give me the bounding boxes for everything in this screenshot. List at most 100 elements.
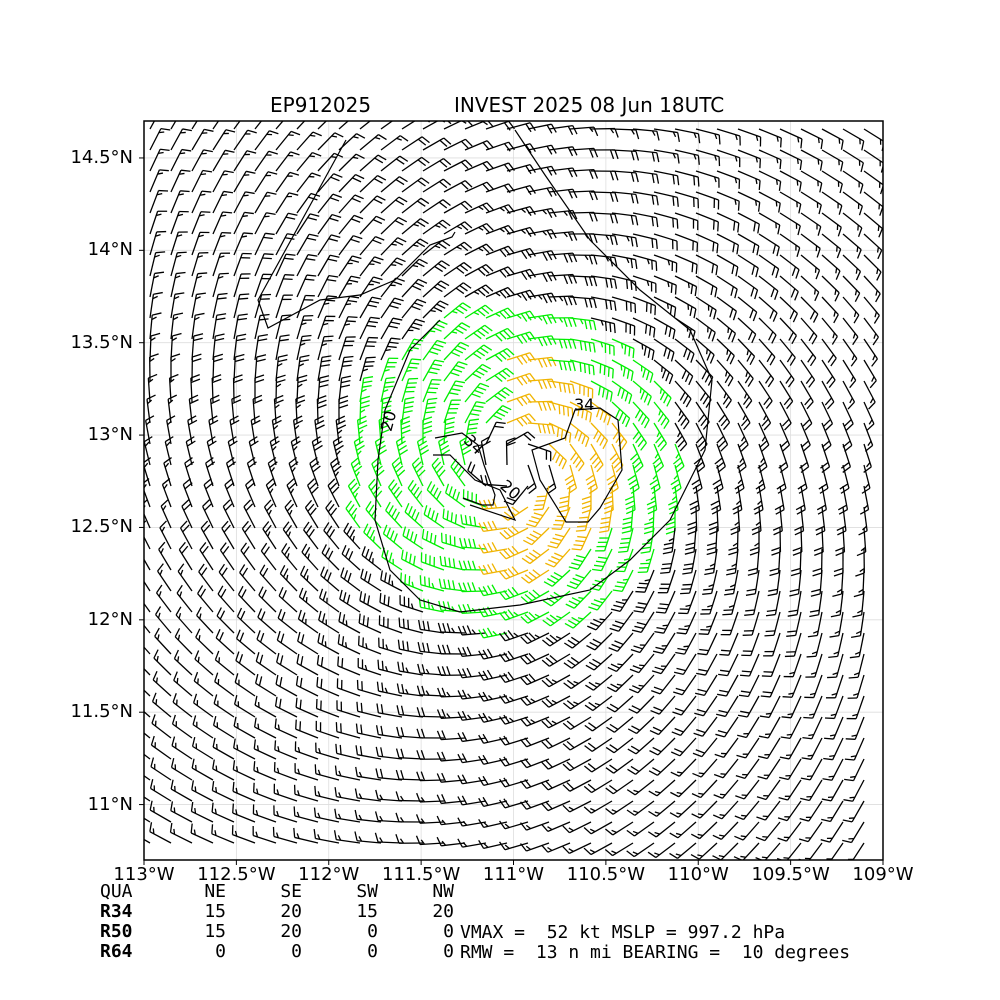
wind-barb [737, 716, 760, 739]
wind-barb [149, 148, 170, 172]
wind-barb [674, 170, 700, 187]
wind-barb [401, 298, 427, 319]
wind-barb [520, 821, 550, 831]
wind-barb [462, 489, 487, 508]
wind-barb [396, 705, 424, 718]
wind-barb [375, 768, 403, 781]
wind-barb [674, 149, 700, 165]
wind-barb [842, 254, 862, 281]
wind-barb [630, 632, 655, 654]
wind-barb [722, 590, 739, 616]
wind-barb [720, 611, 739, 636]
radii-cell: R50 [100, 921, 133, 942]
wind-barb [254, 232, 275, 256]
wind-barb [212, 737, 235, 760]
wind-barb [317, 213, 342, 235]
wind-barb [842, 191, 863, 216]
wind-barb [822, 758, 844, 781]
wind-barb [255, 673, 277, 697]
wind-barb [239, 564, 256, 592]
wind-barb [626, 842, 655, 858]
wind-barb [662, 527, 676, 555]
wind-barb [359, 154, 387, 172]
wind-barb [695, 128, 721, 145]
wind-barb [569, 422, 590, 448]
wind-barb [464, 284, 494, 298]
wind-barb [758, 422, 770, 452]
wind-barb [563, 653, 592, 669]
wind-barb [338, 395, 349, 424]
wind-barb [401, 358, 422, 382]
wind-barb [569, 380, 594, 399]
lat-label: 14°N [87, 239, 133, 261]
wind-barb [627, 737, 655, 755]
storm-title: INVEST 2025 08 Jun 18UTC [454, 93, 725, 117]
wind-barb [541, 695, 571, 708]
wind-barb [849, 632, 865, 659]
wind-barb [301, 543, 319, 571]
wind-barb [161, 478, 172, 508]
wind-barb [737, 254, 759, 278]
wind-barb [499, 545, 529, 560]
contour-34kt-center [434, 432, 496, 506]
wind-barb [590, 254, 618, 267]
wind-barb [292, 415, 304, 445]
wind-barb [809, 590, 823, 618]
wind-barb [231, 825, 256, 844]
wind-barb [193, 693, 214, 718]
wind-barb [734, 464, 745, 494]
wind-barb [558, 485, 571, 513]
wind-barb [606, 674, 634, 693]
wind-barb [298, 587, 319, 613]
wind-barb [313, 829, 340, 844]
wind-barb [173, 649, 193, 676]
wind-barb [527, 400, 556, 411]
lat-label: 12°N [87, 608, 133, 630]
wind-barb [506, 331, 536, 345]
wind-barb [150, 735, 172, 760]
wind-barb [158, 541, 172, 571]
wind-barb [478, 542, 508, 554]
wind-barb [759, 695, 781, 719]
wind-barb [172, 693, 193, 718]
wind-barb [842, 296, 860, 324]
wind-barb [375, 746, 403, 760]
wind-barb [728, 527, 739, 556]
wind-barb [541, 653, 571, 667]
wind-barb [144, 602, 151, 613]
wind-barb [296, 315, 314, 340]
wind-barb [647, 821, 676, 838]
wind-barb [737, 359, 754, 387]
wind-barb [338, 355, 354, 382]
wind-barb [779, 737, 802, 760]
wind-barb [520, 673, 550, 686]
wind-barb [674, 233, 699, 253]
wind-barb [277, 608, 298, 634]
wind-barb [317, 355, 332, 382]
wind-barb [275, 212, 298, 235]
wind-barb [187, 415, 198, 445]
lon-label: 113°W [113, 864, 175, 885]
lat-label: 14.5°N [70, 146, 133, 168]
wind-barb [695, 275, 718, 298]
wind-barb [527, 313, 557, 325]
wind-barb [571, 527, 592, 551]
wind-barb [443, 322, 471, 340]
radii-cell: R34 [100, 901, 133, 922]
wind-barb [653, 380, 672, 407]
wind-barb [215, 628, 235, 655]
wind-barb [821, 254, 841, 280]
wind-barb [396, 726, 424, 739]
lat-label: 11°N [87, 793, 133, 815]
wind-barb [800, 779, 823, 802]
wind-barb [144, 415, 155, 445]
wind-barb [376, 681, 403, 697]
wind-barb [800, 338, 817, 367]
radii-header-row: QUA NE SE SW NW [100, 882, 454, 902]
wind-barb [363, 523, 382, 550]
wind-barb [233, 170, 256, 193]
wind-barb [359, 256, 384, 277]
wind-barb [338, 194, 364, 214]
wind-barb [632, 422, 647, 451]
wind-barb [632, 380, 652, 406]
